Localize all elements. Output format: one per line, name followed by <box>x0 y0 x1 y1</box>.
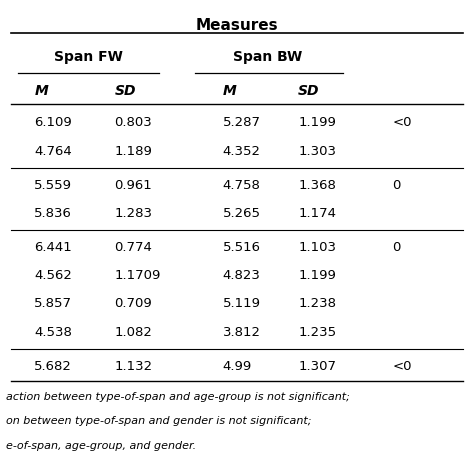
Text: SD: SD <box>115 84 136 98</box>
Text: 0: 0 <box>392 241 401 254</box>
Text: 0.709: 0.709 <box>115 297 152 310</box>
Text: M: M <box>35 84 48 98</box>
Text: 1.189: 1.189 <box>115 145 152 158</box>
Text: 5.265: 5.265 <box>223 207 261 220</box>
Text: 5.857: 5.857 <box>35 297 73 310</box>
Text: Measures: Measures <box>196 18 278 33</box>
Text: 5.559: 5.559 <box>35 179 73 191</box>
Text: 4.764: 4.764 <box>35 145 72 158</box>
Text: 1.307: 1.307 <box>298 360 336 373</box>
Text: 5.682: 5.682 <box>35 360 72 373</box>
Text: 0: 0 <box>392 179 401 191</box>
Text: 1.082: 1.082 <box>115 326 152 339</box>
Text: 1.132: 1.132 <box>115 360 153 373</box>
Text: 4.562: 4.562 <box>35 269 72 282</box>
Text: action between type-of-span and age-group is not significant;: action between type-of-span and age-grou… <box>6 392 350 401</box>
Text: Span FW: Span FW <box>54 50 123 64</box>
Text: 1.199: 1.199 <box>298 269 336 282</box>
Text: 5.516: 5.516 <box>223 241 261 254</box>
Text: on between type-of-span and gender is not significant;: on between type-of-span and gender is no… <box>6 416 311 426</box>
Text: 4.352: 4.352 <box>223 145 261 158</box>
Text: 1.235: 1.235 <box>298 326 337 339</box>
Text: 1.283: 1.283 <box>115 207 153 220</box>
Text: M: M <box>223 84 237 98</box>
Text: 0.803: 0.803 <box>115 117 152 129</box>
Text: 4.538: 4.538 <box>35 326 72 339</box>
Text: 1.199: 1.199 <box>298 117 336 129</box>
Text: SD: SD <box>298 84 320 98</box>
Text: Span BW: Span BW <box>233 50 302 64</box>
Text: 6.109: 6.109 <box>35 117 72 129</box>
Text: 1.1709: 1.1709 <box>115 269 161 282</box>
Text: 1.174: 1.174 <box>298 207 336 220</box>
Text: 3.812: 3.812 <box>223 326 261 339</box>
Text: 5.119: 5.119 <box>223 297 261 310</box>
Text: 6.441: 6.441 <box>35 241 72 254</box>
Text: 4.99: 4.99 <box>223 360 252 373</box>
Text: 0.961: 0.961 <box>115 179 152 191</box>
Text: 1.238: 1.238 <box>298 297 336 310</box>
Text: 5.287: 5.287 <box>223 117 261 129</box>
Text: 1.103: 1.103 <box>298 241 336 254</box>
Text: 4.758: 4.758 <box>223 179 261 191</box>
Text: 4.823: 4.823 <box>223 269 261 282</box>
Text: 1.303: 1.303 <box>298 145 336 158</box>
Text: <0: <0 <box>392 117 412 129</box>
Text: 5.836: 5.836 <box>35 207 72 220</box>
Text: e-of-span, age-group, and gender.: e-of-span, age-group, and gender. <box>6 440 196 451</box>
Text: <0: <0 <box>392 360 412 373</box>
Text: 1.368: 1.368 <box>298 179 336 191</box>
Text: 0.774: 0.774 <box>115 241 152 254</box>
